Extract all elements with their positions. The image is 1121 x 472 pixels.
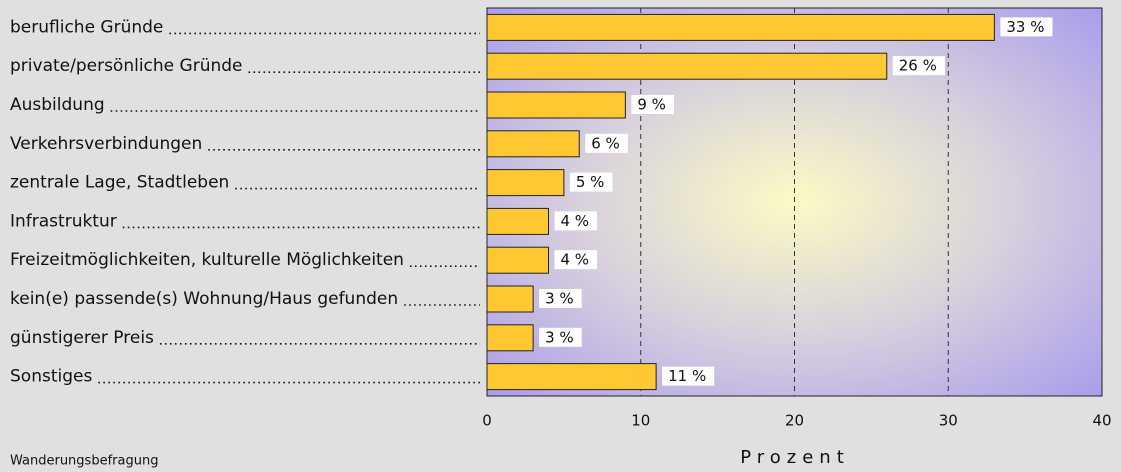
value-label: 33 % <box>1006 18 1044 36</box>
category-label: Sonstiges <box>10 367 92 387</box>
bar <box>486 91 626 119</box>
category-label: Ausbildung <box>10 95 105 115</box>
value-label: 3 % <box>545 290 574 308</box>
x-tick-label: 30 <box>939 412 958 430</box>
source-note: Wanderungsbefragung <box>10 454 158 469</box>
category-label: Infrastruktur <box>10 211 117 231</box>
value-label-box <box>585 133 628 153</box>
x-axis-label: Prozent <box>740 447 850 468</box>
category-label: günstigerer Preis <box>10 328 154 348</box>
value-label-box <box>554 211 598 231</box>
x-tick-label: 40 <box>1092 412 1111 430</box>
bar <box>486 285 534 313</box>
value-label-box <box>539 289 582 308</box>
value-label-box <box>569 172 613 192</box>
x-tick-label: 20 <box>785 412 804 430</box>
bar <box>486 52 888 80</box>
x-tick-label: 0 <box>482 412 492 430</box>
value-label: 11 % <box>668 367 706 385</box>
value-label-box <box>631 95 674 114</box>
value-label-box <box>662 366 715 386</box>
value-label: 4 % <box>561 212 590 230</box>
value-label-box <box>554 250 598 270</box>
value-label: 3 % <box>545 328 574 346</box>
value-label: 5 % <box>576 173 605 191</box>
value-label: 9 % <box>637 96 666 114</box>
bar <box>486 130 580 158</box>
category-label: Freizeitmöglichkeiten, kulturelle Möglic… <box>10 250 404 270</box>
x-tick-label: 10 <box>631 412 650 430</box>
bar <box>486 169 565 197</box>
bar <box>486 207 549 235</box>
category-label: berufliche Gründe <box>10 17 163 37</box>
bar <box>486 246 549 274</box>
value-label: 6 % <box>591 134 620 152</box>
category-label: kein(e) passende(s) Wohnung/Haus gefunde… <box>10 289 398 309</box>
category-label: zentrale Lage, Stadtleben <box>10 173 229 193</box>
value-label: 26 % <box>899 57 937 75</box>
value-label-box <box>1000 17 1053 37</box>
category-label: Verkehrsverbindungen <box>10 134 202 154</box>
value-label-box <box>539 327 582 347</box>
category-label: private/persönliche Gründe <box>10 56 243 76</box>
bar <box>486 324 534 352</box>
bar <box>486 363 657 391</box>
value-label-box <box>892 56 945 76</box>
value-label: 4 % <box>561 251 590 269</box>
bar <box>486 13 995 41</box>
